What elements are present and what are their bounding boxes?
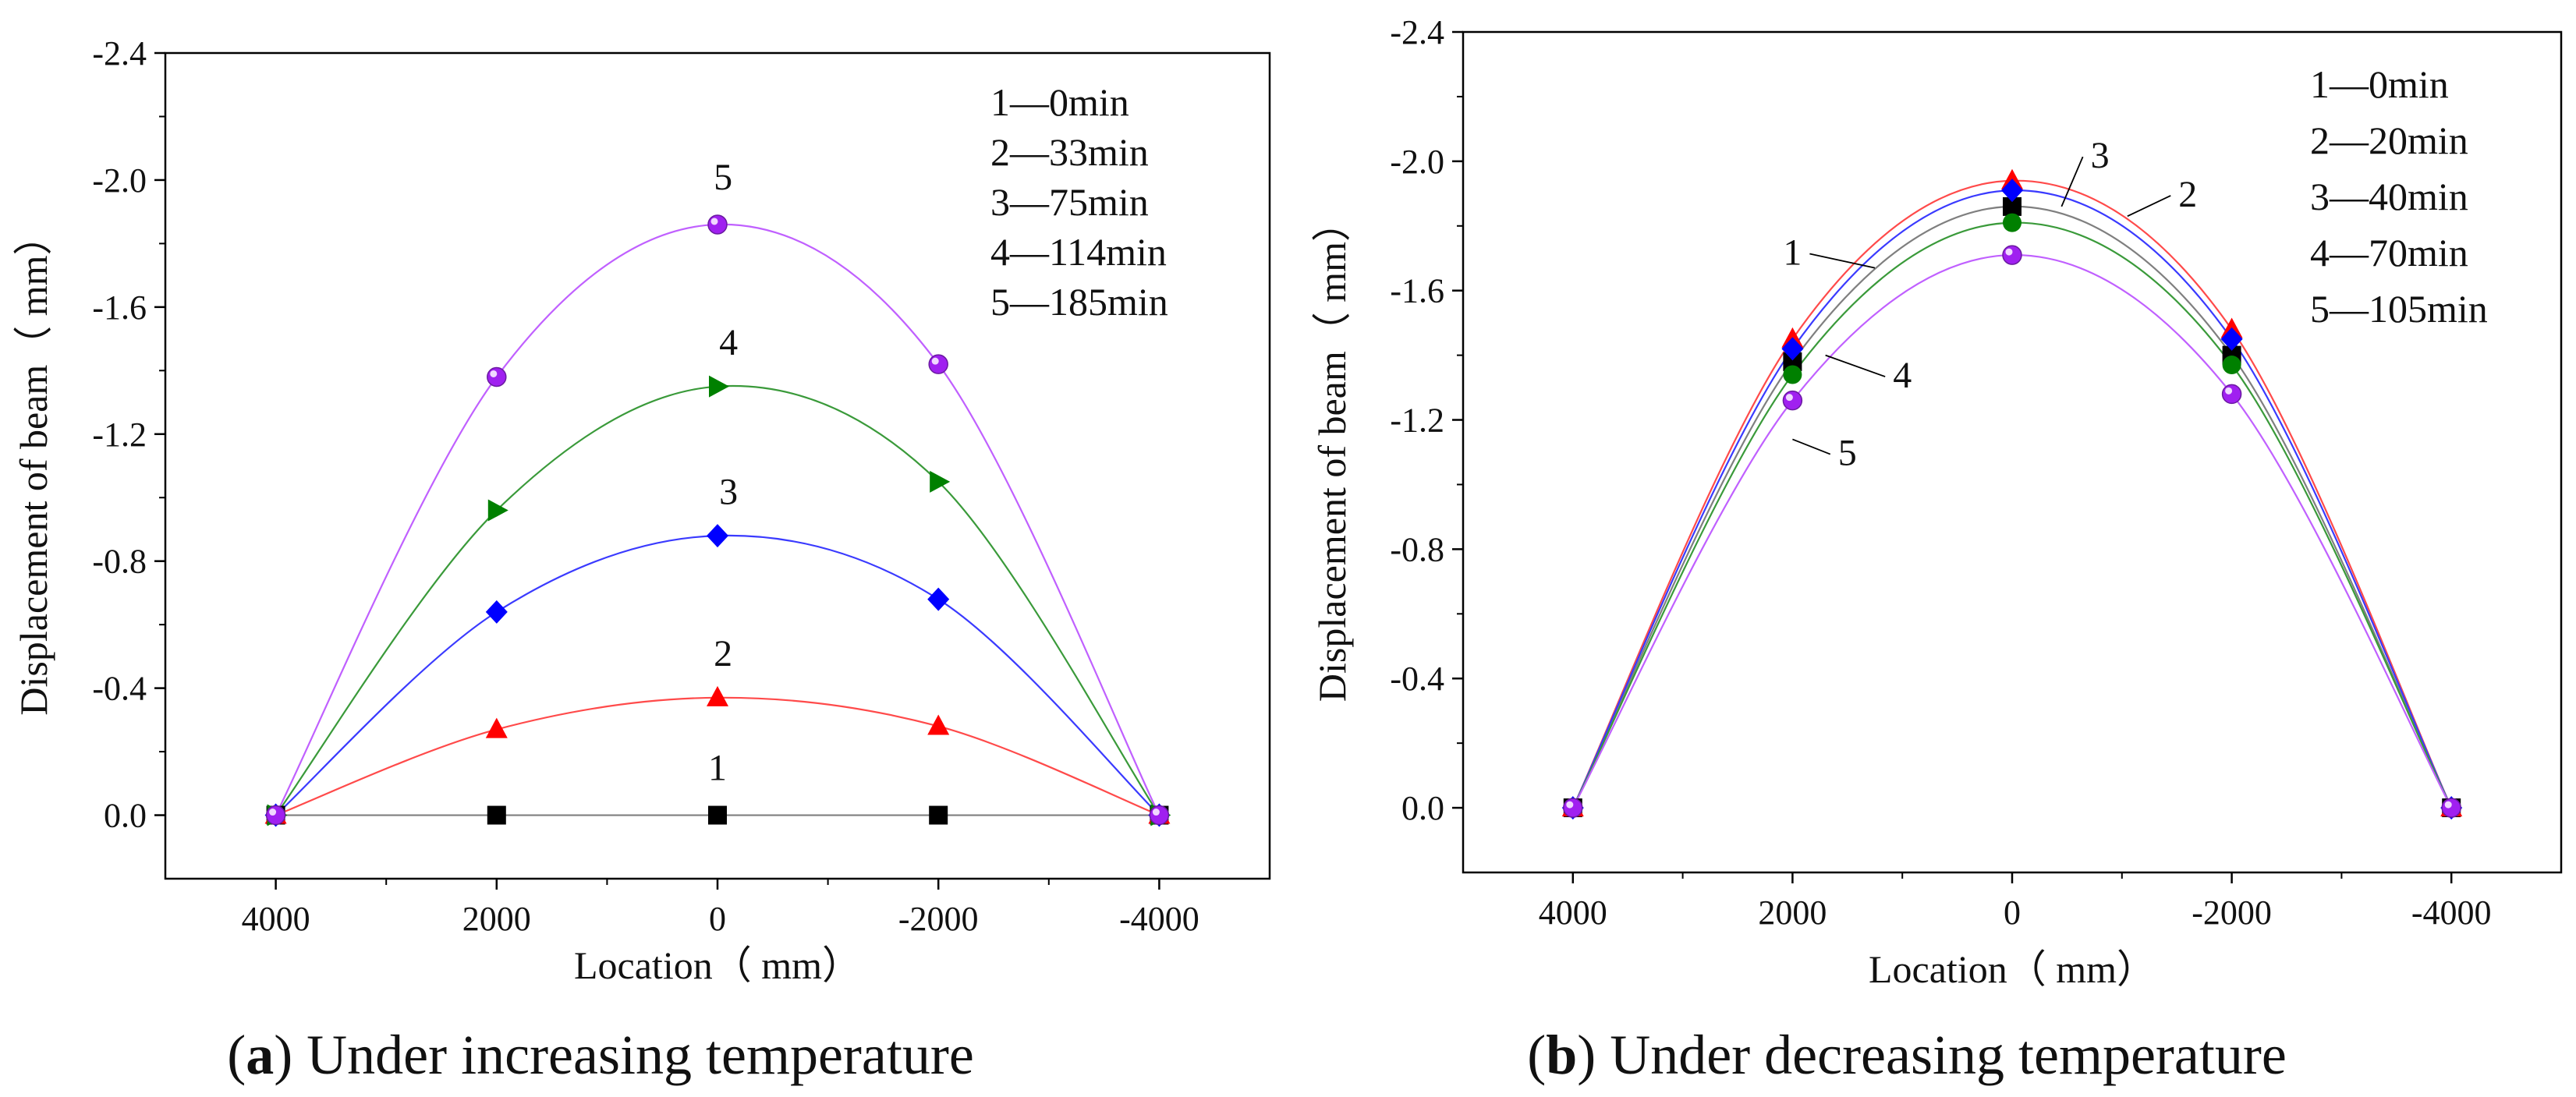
data-point-2-1 xyxy=(485,717,508,738)
curve-label-4: 4 xyxy=(1893,355,1912,396)
x-tick-label: -2000 xyxy=(2192,894,2272,932)
data-point-5-0 xyxy=(265,805,286,826)
y-axis-label: Displacement of beam（ mm） xyxy=(12,216,55,715)
y-tick-label: -0.4 xyxy=(1390,660,1444,698)
curve-label-1: 1 xyxy=(1783,232,1802,274)
y-tick-label: -2.4 xyxy=(1390,13,1444,51)
curve-label-3: 3 xyxy=(719,471,738,512)
legend-entry-3: 3—40min xyxy=(2310,175,2468,218)
data-point-4-3 xyxy=(930,470,951,493)
data-point-1-1 xyxy=(487,805,506,825)
y-tick-label: 0.0 xyxy=(104,797,147,835)
curve-label-leader-2 xyxy=(2127,195,2171,218)
data-point-5-3-highlight xyxy=(931,357,939,365)
x-tick-label: 2000 xyxy=(1758,894,1827,932)
curve-label-5: 5 xyxy=(1838,433,1857,474)
x-tick-label: 0 xyxy=(2004,894,2021,932)
data-point-5-4-highlight xyxy=(2444,801,2452,809)
data-point-5-2 xyxy=(2002,245,2022,265)
data-point-1-3 xyxy=(929,805,948,825)
legend-entry-2: 2—33min xyxy=(990,130,1149,174)
data-point-5-4 xyxy=(1149,805,1170,826)
data-point-4-2 xyxy=(2003,213,2021,232)
y-tick-label: -0.4 xyxy=(92,670,147,708)
y-tick-label: -2.0 xyxy=(92,161,147,200)
data-point-5-1 xyxy=(487,366,507,387)
y-tick-label: -1.6 xyxy=(92,288,147,327)
y-tick-label: -0.8 xyxy=(1390,530,1444,568)
data-point-5-3 xyxy=(928,354,948,374)
curve-label-5: 5 xyxy=(714,157,732,198)
curve-label-leader-5 xyxy=(1792,438,1831,455)
y-tick-label: -1.6 xyxy=(1390,272,1444,310)
data-point-2-2 xyxy=(707,685,728,706)
data-point-4-1 xyxy=(487,499,508,522)
legend-entry-2: 2—20min xyxy=(2310,119,2468,162)
data-point-5-4 xyxy=(2441,798,2461,818)
y-tick-label: -2.4 xyxy=(92,34,147,73)
curve-label-leader-1 xyxy=(1809,253,1876,269)
legend-entry-5: 5—185min xyxy=(990,280,1168,324)
legend-entry-4: 4—114min xyxy=(990,230,1167,274)
data-point-5-0 xyxy=(1563,798,1583,818)
x-tick-label: 4000 xyxy=(242,900,310,938)
curve-label-1: 1 xyxy=(708,748,727,789)
data-point-5-4-highlight xyxy=(1152,809,1160,816)
series-line-2 xyxy=(1571,179,2453,809)
x-axis-label: Location（ mm） xyxy=(1869,947,2156,991)
series-line-3 xyxy=(1571,189,2453,809)
legend-entry-3: 3—75min xyxy=(990,180,1149,224)
data-point-4-2 xyxy=(709,375,729,398)
x-tick-label: -4000 xyxy=(2411,894,2492,932)
data-point-3-2 xyxy=(2001,179,2023,203)
figure-caption: (a) Under increasing temperature xyxy=(227,1024,974,1086)
curve-label-4: 4 xyxy=(719,322,738,363)
x-tick-label: 0 xyxy=(709,900,726,938)
data-point-3-2 xyxy=(707,524,728,548)
legend-entry-1: 1—0min xyxy=(990,80,1129,124)
chart-panel-a: 4000 2000 0 -2000 -4000 -2.4 -2.0 -1.6 -1.2 -0.8 -… xyxy=(12,34,1271,1086)
x-axis-label: Location（ mm） xyxy=(574,943,861,987)
y-tick-label: 0.0 xyxy=(1401,789,1444,827)
curve-label-3: 3 xyxy=(2091,135,2110,176)
data-point-5-2-highlight xyxy=(710,218,718,225)
data-point-5-1-highlight xyxy=(490,370,498,377)
data-point-5-2-highlight xyxy=(2005,248,2013,256)
data-point-5-1-highlight xyxy=(1785,394,1793,402)
data-point-1-2 xyxy=(708,805,727,825)
data-point-5-1 xyxy=(1782,390,1803,411)
data-point-3-1 xyxy=(1781,337,1804,361)
y-tick-label: -0.8 xyxy=(92,543,147,581)
curve-label-2: 2 xyxy=(2178,174,2197,215)
data-point-4-1 xyxy=(1783,365,1802,384)
data-point-5-2 xyxy=(707,214,728,235)
legend-entry-1: 1—0min xyxy=(2310,62,2449,106)
x-tick-label: -2000 xyxy=(898,900,979,938)
data-point-2-3 xyxy=(927,714,950,735)
x-tick-label: -4000 xyxy=(1119,900,1199,938)
data-point-3-3 xyxy=(2220,327,2243,351)
y-tick-label: -1.2 xyxy=(92,416,147,454)
y-axis-label: Displacement of beam（ mm） xyxy=(1310,203,1354,702)
series-line-5 xyxy=(1571,253,2453,809)
x-tick-label: 4000 xyxy=(1539,894,1607,932)
x-tick-label: 2000 xyxy=(462,900,531,938)
data-point-5-3 xyxy=(2221,384,2242,405)
curve-label-2: 2 xyxy=(714,633,732,674)
data-point-5-0-highlight xyxy=(269,809,277,816)
chart-panel-b: 4000 2000 0 -2000 -4000 -2.4 -2.0 -1.6 -1.2 -0.8 -… xyxy=(1310,13,2563,1086)
legend-entry-4: 4—70min xyxy=(2310,231,2468,274)
data-point-5-0-highlight xyxy=(1566,801,1574,809)
figure-caption: (b) Under decreasing temperature xyxy=(1527,1024,2287,1086)
y-tick-label: -1.2 xyxy=(1390,402,1444,440)
data-point-4-3 xyxy=(2222,356,2241,375)
data-point-3-1 xyxy=(485,600,508,624)
curve-label-leader-4 xyxy=(1825,354,1886,377)
legend-entry-5: 5—105min xyxy=(2310,287,2488,331)
curve-label-leader-3 xyxy=(2060,156,2084,207)
data-point-5-3-highlight xyxy=(2225,387,2233,395)
data-point-3-3 xyxy=(927,587,950,611)
y-tick-label: -2.0 xyxy=(1390,143,1444,181)
